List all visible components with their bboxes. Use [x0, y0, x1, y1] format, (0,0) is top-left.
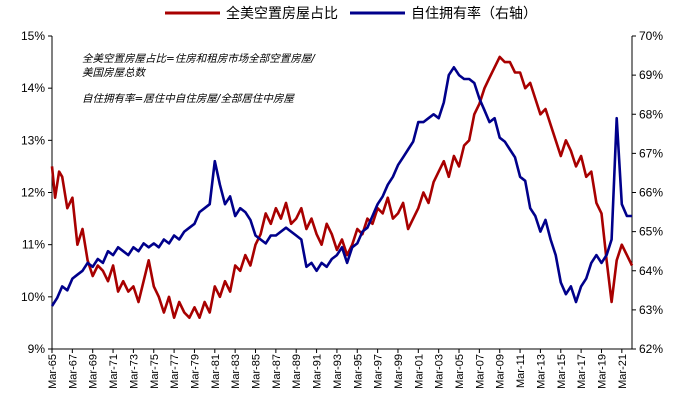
x-tick-label: Mar-89 — [291, 354, 303, 389]
left-tick-label: 9% — [28, 342, 46, 356]
x-tick-label: Mar-05 — [454, 354, 466, 389]
x-tick-label: Mar-13 — [535, 354, 547, 389]
left-tick-label: 13% — [21, 133, 45, 147]
x-tick-label: Mar-83 — [230, 354, 242, 389]
right-tick-label: 67% — [639, 146, 663, 160]
x-tick-label: Mar-77 — [169, 354, 181, 389]
right-tick-label: 68% — [639, 107, 663, 121]
x-axis-ticks: Mar-65 Mar-67 Mar-69 Mar-71 Mar-73 Mar-75 Mar-… — [47, 349, 629, 389]
annotation-line-3: 自住拥有率=居住中自住房屋/全部居住中房屋 — [82, 93, 295, 105]
left-axis-ticks: 9% 10% 11% 12% 13% 14% 15% — [21, 29, 52, 356]
left-tick-label: 14% — [21, 81, 45, 95]
right-tick-label: 66% — [639, 186, 663, 200]
x-tick-label: Mar-93 — [332, 354, 344, 389]
annotation-line-2: 美国房屋总数 — [82, 67, 146, 79]
x-tick-label: Mar-87 — [271, 354, 283, 389]
x-tick-label: Mar-07 — [474, 354, 486, 389]
x-tick-label: Mar-81 — [210, 354, 222, 389]
right-tick-label: 64% — [639, 264, 663, 278]
right-axis-ticks: 62% 63% 64% 65% 66% 67% 68% 69% 70% — [632, 29, 663, 356]
x-tick-label: Mar-95 — [352, 354, 364, 389]
x-tick-label: Mar-85 — [251, 354, 263, 389]
x-tick-label: Mar-99 — [393, 354, 405, 389]
x-tick-label: Mar-17 — [576, 354, 588, 389]
right-tick-label: 65% — [639, 225, 663, 239]
annotation-line-1: 全美空置房屋占比=住房和租房市场全部空置房屋/ — [82, 53, 316, 65]
legend-label-homeownership: 自住拥有率（右轴） — [411, 5, 537, 22]
x-tick-label: Mar-21 — [617, 354, 629, 389]
right-tick-label: 69% — [639, 68, 663, 82]
series-layer — [50, 55, 634, 319]
right-tick-label: 70% — [639, 29, 663, 43]
plot-area: 9%10%11%12%13%14%15% 62%63%64%65%66%67%6… — [21, 29, 663, 389]
x-tick-label: Mar-97 — [373, 354, 385, 389]
x-tick-label: Mar-71 — [108, 354, 120, 389]
x-tick-label: Mar-03 — [434, 354, 446, 389]
x-tick-label: Mar-11 — [515, 354, 527, 388]
x-tick-label: Mar-79 — [189, 354, 201, 389]
x-tick-label: Mar-73 — [128, 354, 140, 389]
series-line-vacancy — [50, 55, 634, 319]
x-tick-label: Mar-09 — [495, 354, 507, 389]
annotation: 全美空置房屋占比=住房和租房市场全部空置房屋/ 美国房屋总数 自住拥有率=居住中… — [82, 53, 316, 105]
x-tick-label: Mar-15 — [556, 354, 568, 389]
left-tick-label: 11% — [22, 238, 45, 252]
x-tick-label: Mar-19 — [596, 354, 608, 389]
x-tick-label: Mar-65 — [47, 354, 59, 389]
x-tick-label: Mar-69 — [88, 354, 100, 389]
series-line-homeownership — [50, 66, 632, 307]
x-tick-label: Mar-75 — [149, 354, 161, 389]
left-tick-label: 10% — [21, 290, 45, 304]
x-tick-label: Mar-91 — [312, 354, 324, 389]
right-tick-label: 63% — [639, 303, 663, 317]
legend: 全美空置房屋占比 自住拥有率（右轴） — [165, 5, 537, 22]
left-tick-label: 12% — [21, 186, 45, 200]
left-tick-label: 15% — [21, 29, 45, 43]
x-tick-label: Mar-01 — [413, 354, 425, 389]
legend-label-vacancy: 全美空置房屋占比 — [226, 5, 338, 22]
x-tick-label: Mar-67 — [67, 354, 79, 389]
right-tick-label: 62% — [639, 342, 663, 356]
